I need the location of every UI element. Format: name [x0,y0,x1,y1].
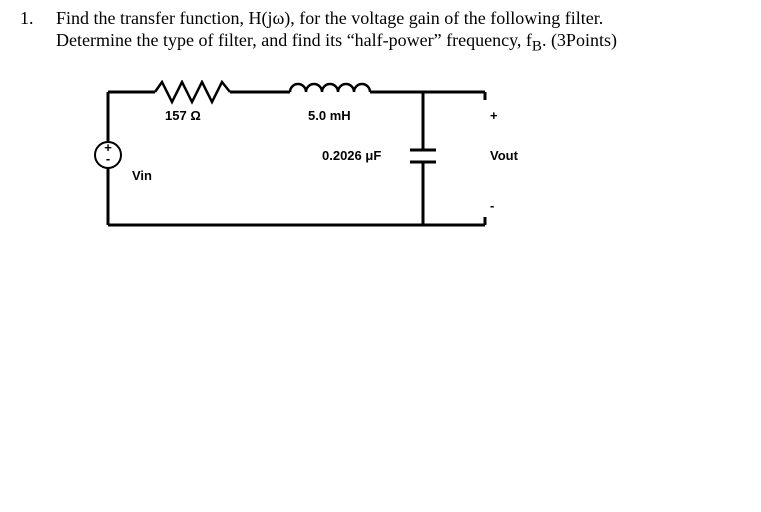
vout-plus: + [490,108,498,123]
vin-label: Vin [132,168,152,183]
inductor-value: 5.0 mH [308,108,351,123]
question-line-2-sub: B [532,39,542,55]
source-minus-sign: - [106,151,110,166]
circuit-diagram: + - 157 Ω 5.0 mH 0. [90,80,520,250]
question-number: 1. [20,8,34,29]
question-line-1: Find the transfer function, H(jω), for t… [56,8,603,29]
question-line-2-suffix: . (3Points) [542,30,617,50]
inductor [290,84,370,92]
capacitor-value: 0.2026 μF [322,148,381,163]
resistor-value: 157 Ω [165,108,201,123]
question-line-2-prefix: Determine the type of filter, and find i… [56,30,532,50]
vout-label: Vout [490,148,519,163]
question-line-2: Determine the type of filter, and find i… [56,30,617,56]
resistor [155,82,230,102]
vout-minus: - [490,198,494,213]
